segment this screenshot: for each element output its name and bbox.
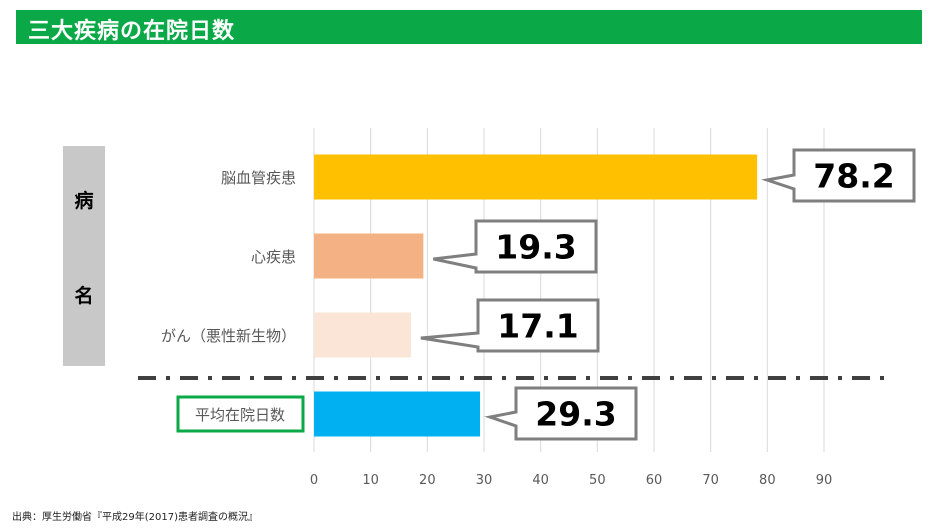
- page-title: 三大疾病の在院日数: [28, 19, 236, 44]
- data-label: 19.3: [495, 228, 576, 267]
- category-label: 心疾患: [251, 248, 296, 266]
- x-tick-label: 40: [532, 473, 549, 488]
- bar: [314, 233, 424, 279]
- value-callout: [420, 298, 600, 353]
- title-bar: 三大疾病の在院日数: [16, 10, 922, 44]
- x-tick-label: 0: [310, 473, 318, 488]
- category-label: 脳血管疾患: [221, 169, 296, 187]
- data-label: 78.2: [813, 157, 894, 196]
- category-axis-label-top: 病: [74, 190, 94, 212]
- category-label: がん（悪性新生物）: [161, 327, 296, 345]
- bar: [314, 154, 758, 200]
- x-tick-label: 60: [646, 473, 663, 488]
- x-tick-label: 90: [816, 473, 833, 488]
- x-tick-label: 80: [759, 473, 776, 488]
- category-axis-label-bottom: 名: [74, 285, 94, 307]
- highlight-frame: [176, 395, 305, 433]
- data-label: 17.1: [497, 307, 578, 346]
- value-callout: [761, 148, 916, 203]
- x-tick-label: 10: [362, 473, 379, 488]
- x-tick-label: 20: [419, 473, 436, 488]
- value-callout: [433, 219, 598, 274]
- category-axis-label: 病 名: [63, 146, 105, 366]
- source-note: 出典：厚生労働省『平成29年(2017)患者調査の概況』: [12, 512, 258, 523]
- data-label: 29.3: [535, 395, 616, 434]
- x-tick-label: 50: [589, 473, 606, 488]
- x-tick-label: 70: [702, 473, 719, 488]
- bar: [314, 312, 411, 358]
- bar: [314, 391, 481, 437]
- value-callout: [484, 386, 638, 441]
- x-tick-label: 30: [476, 473, 493, 488]
- category-label: 平均在院日数: [195, 406, 285, 424]
